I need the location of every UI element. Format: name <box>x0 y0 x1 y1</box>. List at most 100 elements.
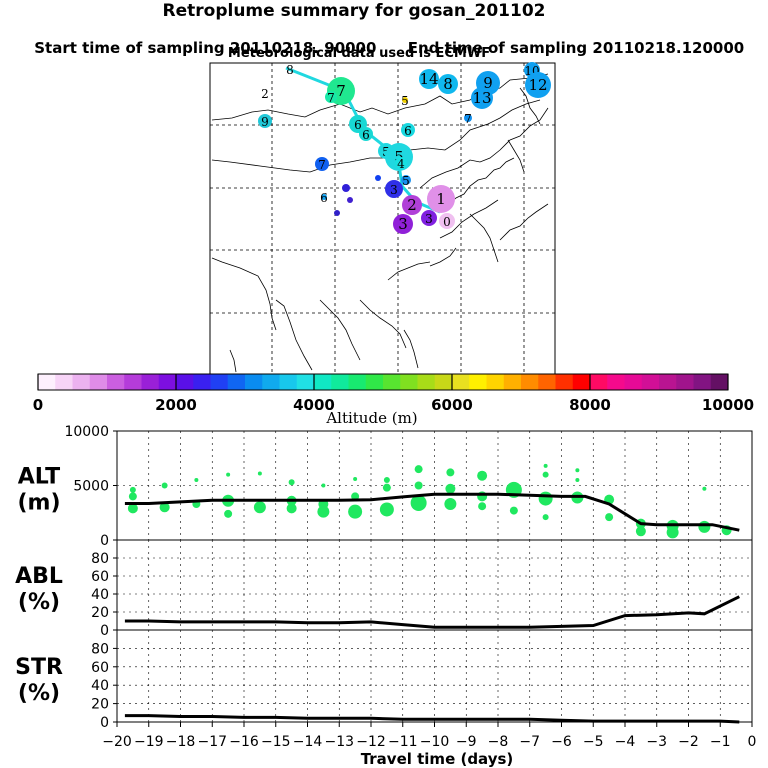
plume-marker <box>438 74 458 94</box>
y-tick-label: 60 <box>91 660 109 676</box>
x-tick-label: −2 <box>678 734 699 750</box>
plume-marker <box>421 210 437 226</box>
colorbar-segment <box>590 374 608 390</box>
altitude-scatter-point <box>127 503 138 514</box>
plume-day-label: 7 <box>464 112 472 126</box>
colorbar-segment <box>486 374 505 390</box>
panel-abl: 80 60 40 20 0 ABL(%) <box>15 539 753 639</box>
y-tick-label: 0 <box>100 533 109 549</box>
altitude-scatter-point <box>543 463 548 468</box>
plume-marker <box>402 195 422 215</box>
series-line-alt <box>124 492 740 532</box>
x-tick-label: −6 <box>551 734 572 750</box>
x-tick-label: −3 <box>646 734 667 750</box>
y-tick-label: 20 <box>91 697 109 713</box>
plume-marker <box>325 91 337 103</box>
y-tick-label: 60 <box>91 569 109 585</box>
plume-day-label: 7 <box>336 82 346 100</box>
plume-marker <box>359 127 373 141</box>
plume-day-label: 1 <box>436 190 446 208</box>
end-time-label: End time of sampling 20110218.120000 <box>407 39 745 57</box>
colorbar-segment <box>365 374 384 390</box>
colorbar-segment <box>314 374 332 390</box>
sampling-times: Start time of sampling 20110218. 90000 E… <box>0 26 768 56</box>
plume-day-label: 8 <box>443 75 453 93</box>
plume-marker <box>385 180 403 198</box>
x-tick-label: −19 <box>134 734 164 750</box>
altitude-scatter-point <box>257 471 262 476</box>
colorbar-segment <box>245 374 263 390</box>
colorbar-segment <box>659 374 677 390</box>
colorbar-segment <box>503 374 522 390</box>
colorbar-segment <box>279 374 298 390</box>
plume-marker <box>258 114 272 128</box>
met-data-label: Meteorological data used is ECMWF <box>227 46 491 61</box>
x-tick-label: −15 <box>261 734 291 750</box>
plume-marker <box>464 114 472 122</box>
x-tick-label: −8 <box>488 734 509 750</box>
plume-marker <box>401 175 411 185</box>
altitude-scatter-point <box>321 483 326 488</box>
plume-day-label: 12 <box>528 76 547 94</box>
altitude-scatter-point <box>224 509 233 518</box>
colorbar-segment <box>434 374 453 390</box>
altitude-scatter-point <box>161 482 168 489</box>
plume-day-label: 3 <box>425 212 433 226</box>
colorbar-segment <box>124 374 142 390</box>
colorbar-segment <box>710 374 729 390</box>
colorbar-tick-label: 4000 <box>293 396 335 414</box>
x-tick-label: −4 <box>615 734 636 750</box>
x-axis: −20 −19 −18 −17 −16 −15 −14 −13 −12 −11 −10 −9 −8 −7−… <box>102 722 756 750</box>
altitude-scatter-point <box>666 526 679 539</box>
colorbar-segment <box>38 374 56 390</box>
plume-marker <box>393 214 413 234</box>
y-tick-label: 80 <box>91 641 109 657</box>
plume-marker <box>401 123 415 137</box>
colorbar-segment <box>176 374 194 390</box>
x-tick-label: −13 <box>324 734 354 750</box>
altitude-scatter-point <box>414 481 423 490</box>
y-tick-label: 40 <box>91 678 109 694</box>
colorbar-segment <box>383 374 401 390</box>
plume-marker <box>395 157 407 169</box>
plume-day-label: 6 <box>320 191 328 205</box>
altitude-scatter-point <box>226 472 231 477</box>
altitude-scatter-point <box>698 520 711 533</box>
plume-day-label: 9 <box>483 74 493 92</box>
colorbar-segment <box>607 374 625 390</box>
plume-marker <box>419 69 439 89</box>
x-tick-label: −5 <box>583 734 604 750</box>
altitude-scatter-point <box>286 503 297 514</box>
colorbar-segment <box>348 374 367 390</box>
colorbar-segment <box>55 374 73 390</box>
altitude-scatter-point <box>348 504 363 519</box>
colorbar-segment <box>89 374 108 390</box>
altitude-scatter-point <box>575 468 580 473</box>
plume-day-label: 14 <box>419 70 438 88</box>
colorbar-segment <box>193 374 211 390</box>
altitude-scatter-point <box>128 492 137 501</box>
x-tick-label: −20 <box>102 734 132 750</box>
plume-marker <box>315 157 329 171</box>
plume-marker <box>427 185 455 213</box>
colorbar-segment <box>296 374 315 390</box>
altitude-scatter-point <box>509 506 518 515</box>
colorbar-segment <box>262 374 280 390</box>
colorbar-segment <box>72 374 91 390</box>
altitude-colorbar: 0 2000 4000 6000 8000 10000 <box>33 373 754 414</box>
series-line-abl <box>124 595 740 629</box>
x-tick-label: −18 <box>166 734 196 750</box>
x-tick-label: −7 <box>519 734 540 750</box>
colorbar-segment <box>331 374 349 390</box>
altitude-scatter-point <box>635 526 646 537</box>
altitude-scatter-point <box>477 470 488 481</box>
y-tick-label: 20 <box>91 605 109 621</box>
altitude-scatter-point <box>542 471 549 478</box>
plume-day-label: 7 <box>327 91 335 105</box>
colorbar-segment <box>158 374 177 390</box>
plume-marker <box>525 72 551 98</box>
panel-y-label: ABL <box>15 564 63 589</box>
plume-day-label: 3 <box>390 183 398 197</box>
plume-day-label: 5 <box>394 148 404 166</box>
